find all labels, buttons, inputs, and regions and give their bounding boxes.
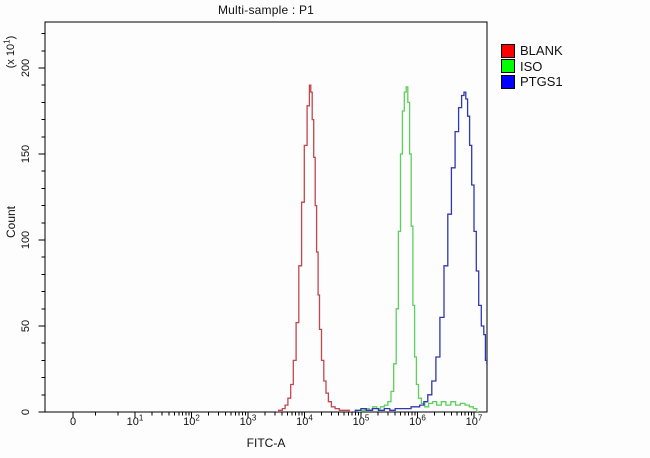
y-axis-title: Count bbox=[4, 205, 18, 239]
x-axis-title: FITC-A bbox=[246, 436, 286, 450]
x-tick-label: 106 bbox=[409, 413, 426, 428]
y-tick-label: 150 bbox=[20, 144, 32, 164]
blank-color-swatch bbox=[501, 43, 515, 58]
legend-label: ISO bbox=[520, 58, 543, 74]
x-tick-label: 104 bbox=[296, 413, 313, 428]
legend-label: PTGS1 bbox=[520, 74, 563, 90]
x-tick-label: 101 bbox=[126, 413, 144, 428]
page-title: Multi-sample : P1 bbox=[217, 3, 315, 17]
legend-item-iso: ISO bbox=[501, 59, 563, 75]
legend: BLANK ISO PTGS1 bbox=[501, 43, 563, 90]
legend-item-ptgs1: PTGS1 bbox=[501, 74, 563, 90]
y-tick-label: 50 bbox=[20, 319, 32, 333]
x-tick-label: 103 bbox=[239, 413, 257, 428]
x-tick-label: 0 bbox=[69, 416, 77, 428]
y-tick-label: 100 bbox=[20, 230, 32, 250]
x-tick-label: 102 bbox=[183, 413, 200, 428]
y-axis-exponent-label: (x 101) bbox=[2, 35, 17, 69]
ptgs1-color-swatch bbox=[501, 74, 515, 89]
x-tick-label: 107 bbox=[465, 413, 483, 428]
y-tick-label: 200 bbox=[20, 58, 32, 78]
legend-label: BLANK bbox=[520, 43, 563, 59]
iso-color-swatch bbox=[501, 59, 515, 74]
legend-item-blank: BLANK bbox=[501, 43, 563, 59]
y-tick-label: 0 bbox=[20, 408, 32, 416]
x-tick-label: 105 bbox=[352, 413, 370, 428]
